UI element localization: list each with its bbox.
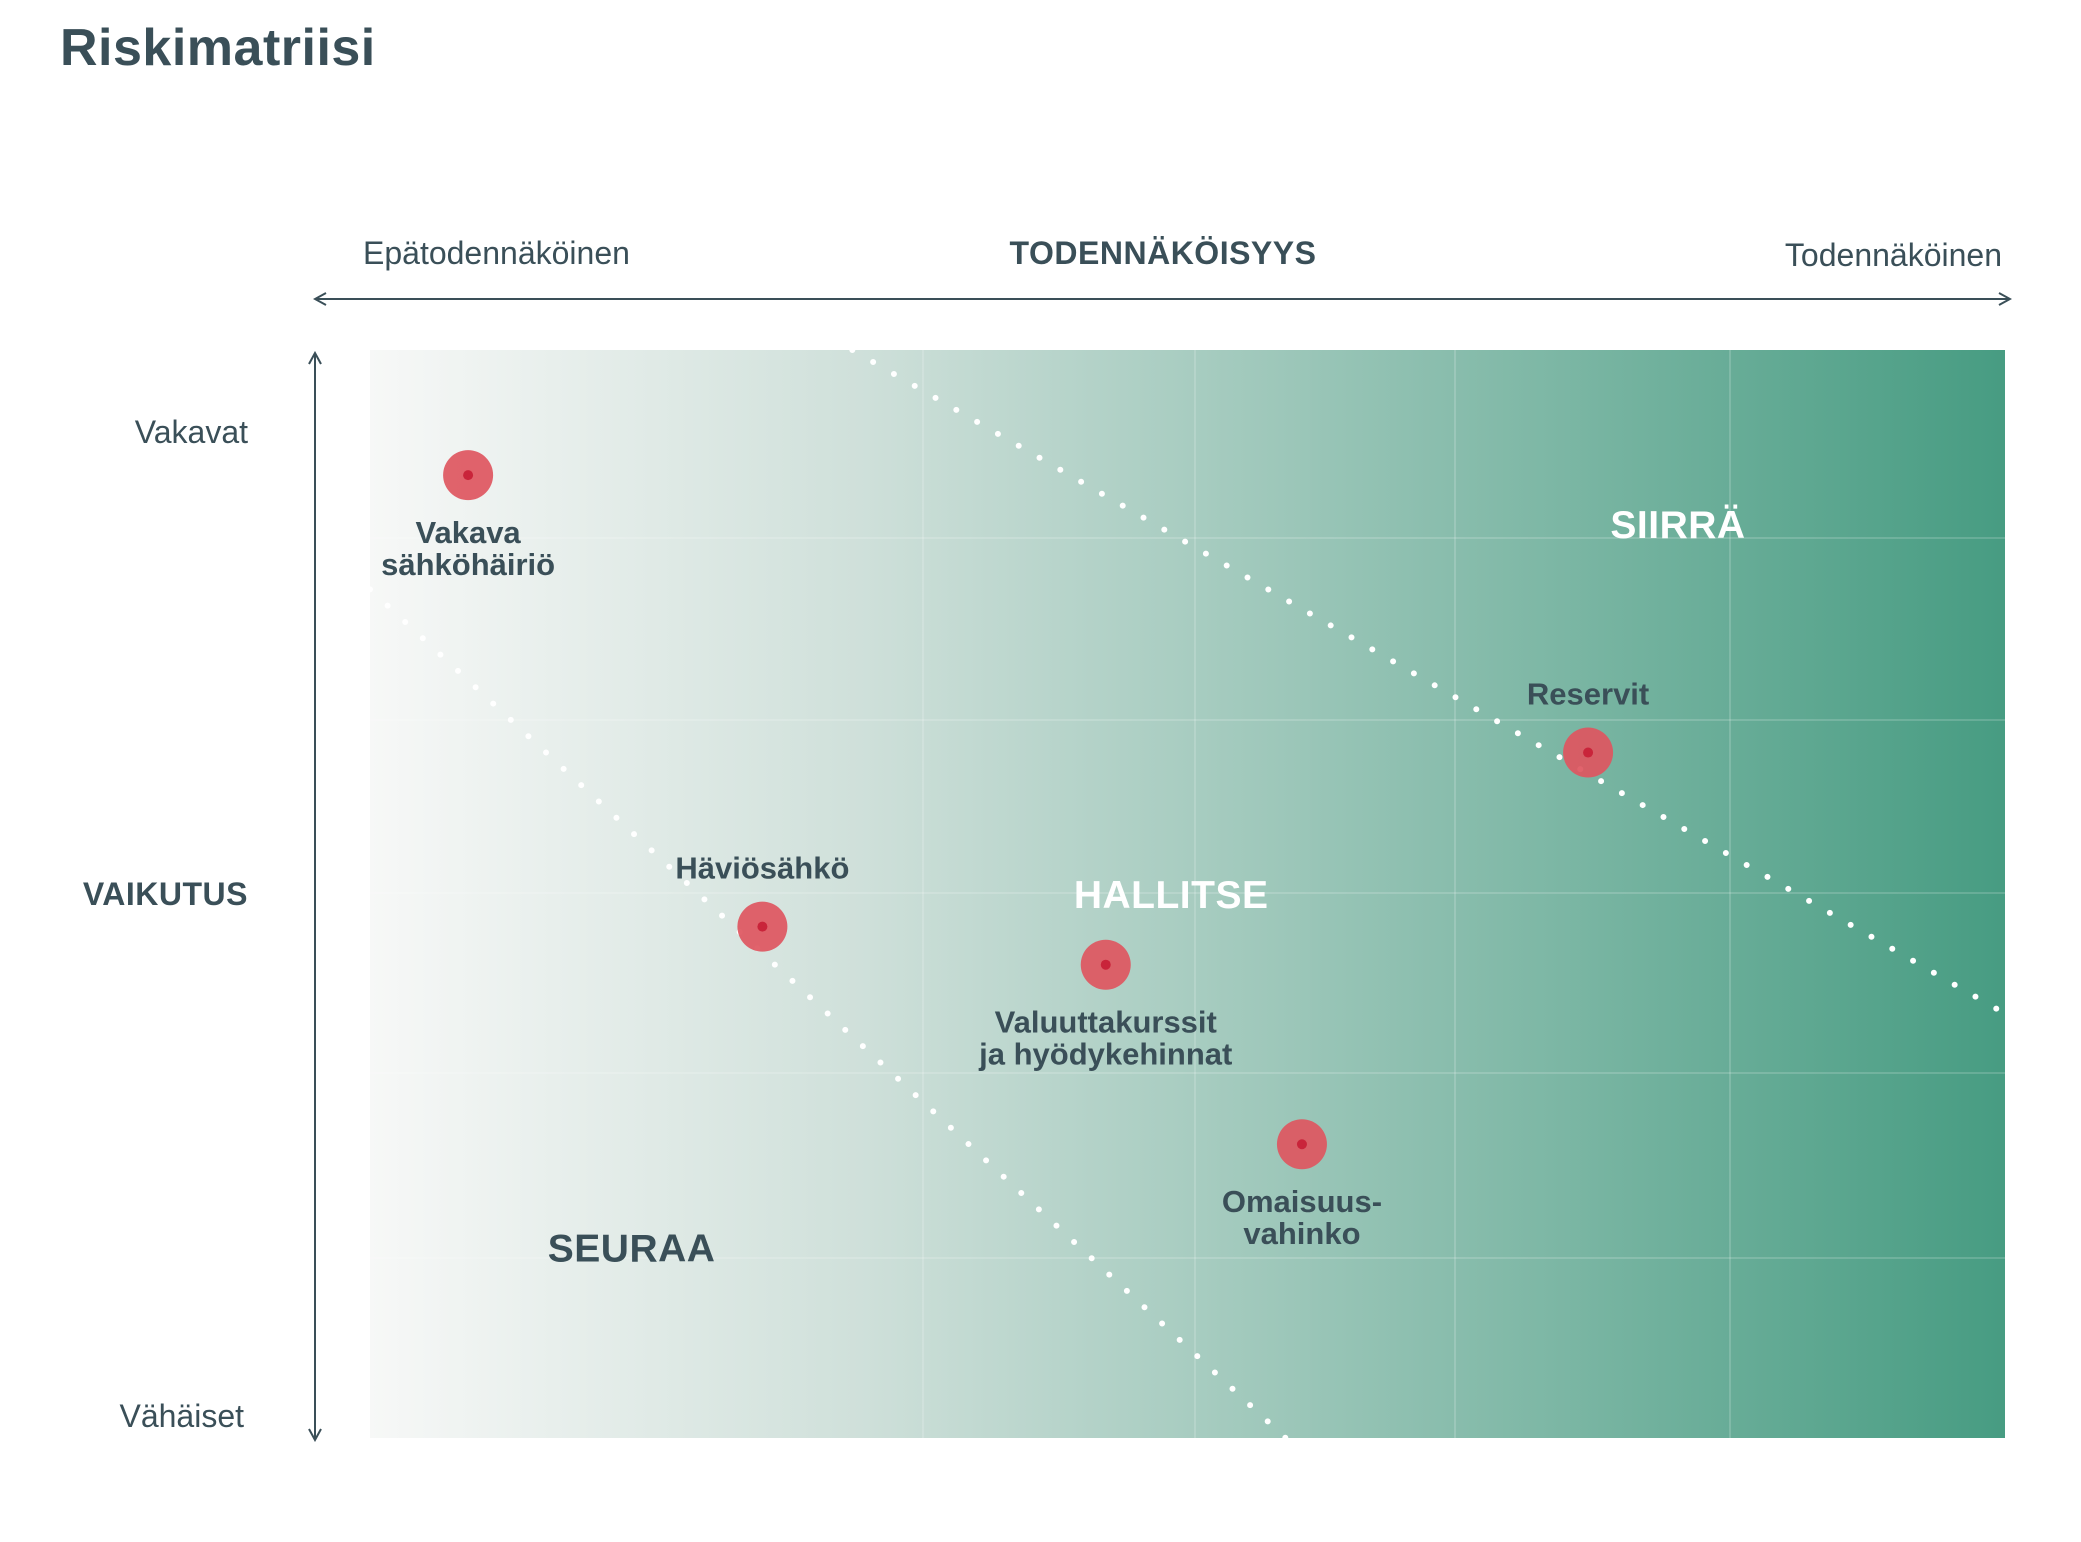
zone-labels: SEURAA HALLITSE SIIRRÄ [548, 504, 1745, 1271]
zone-label-seuraa: SEURAA [548, 1228, 716, 1271]
x-axis-max-label: Todennäköinen [1785, 237, 2002, 273]
risk-label: Omaisuus- [1222, 1184, 1382, 1219]
zone-label-hallitse: HALLITSE [1074, 874, 1269, 917]
risk-marker-center [1583, 747, 1594, 758]
grid-lines [370, 350, 2005, 1438]
risk-point: Reservit [1527, 677, 1649, 778]
risk-label: sähköhäiriö [381, 547, 555, 582]
risk-label: ja hyödykehinnat [978, 1037, 1232, 1072]
risk-label: Häviösähkö [675, 851, 849, 886]
risk-marker-center [463, 470, 474, 481]
risk-label: vahinko [1243, 1216, 1360, 1251]
zone-label-siirrä: SIIRRÄ [1610, 504, 1745, 547]
risk-marker-center [1296, 1139, 1307, 1150]
y-axis-min-label: Vähäiset [119, 1398, 244, 1434]
risk-marker-center [757, 921, 768, 932]
risk-label: Valuuttakurssit [995, 1005, 1217, 1040]
risk-label: Reservit [1527, 677, 1649, 712]
y-axis-max-label: Vakavat [135, 414, 248, 450]
x-axis-min-label: Epätodennäköinen [363, 235, 630, 271]
risk-label: Vakava [416, 515, 522, 550]
y-axis-title: VAIKUTUS [83, 876, 248, 912]
zone-divider-1 [367, 586, 1289, 1441]
x-axis-title: TODENNÄKÖISYYS [1010, 235, 1317, 271]
zone-dividers [367, 347, 2008, 1441]
page-title: Riskimatriisi [60, 19, 376, 77]
risk-point: Omaisuus-vahinko [1222, 1119, 1382, 1251]
risk-marker-center [1100, 959, 1111, 970]
risk-point: Häviösähkö [675, 851, 849, 952]
plot-background [370, 350, 2005, 1438]
